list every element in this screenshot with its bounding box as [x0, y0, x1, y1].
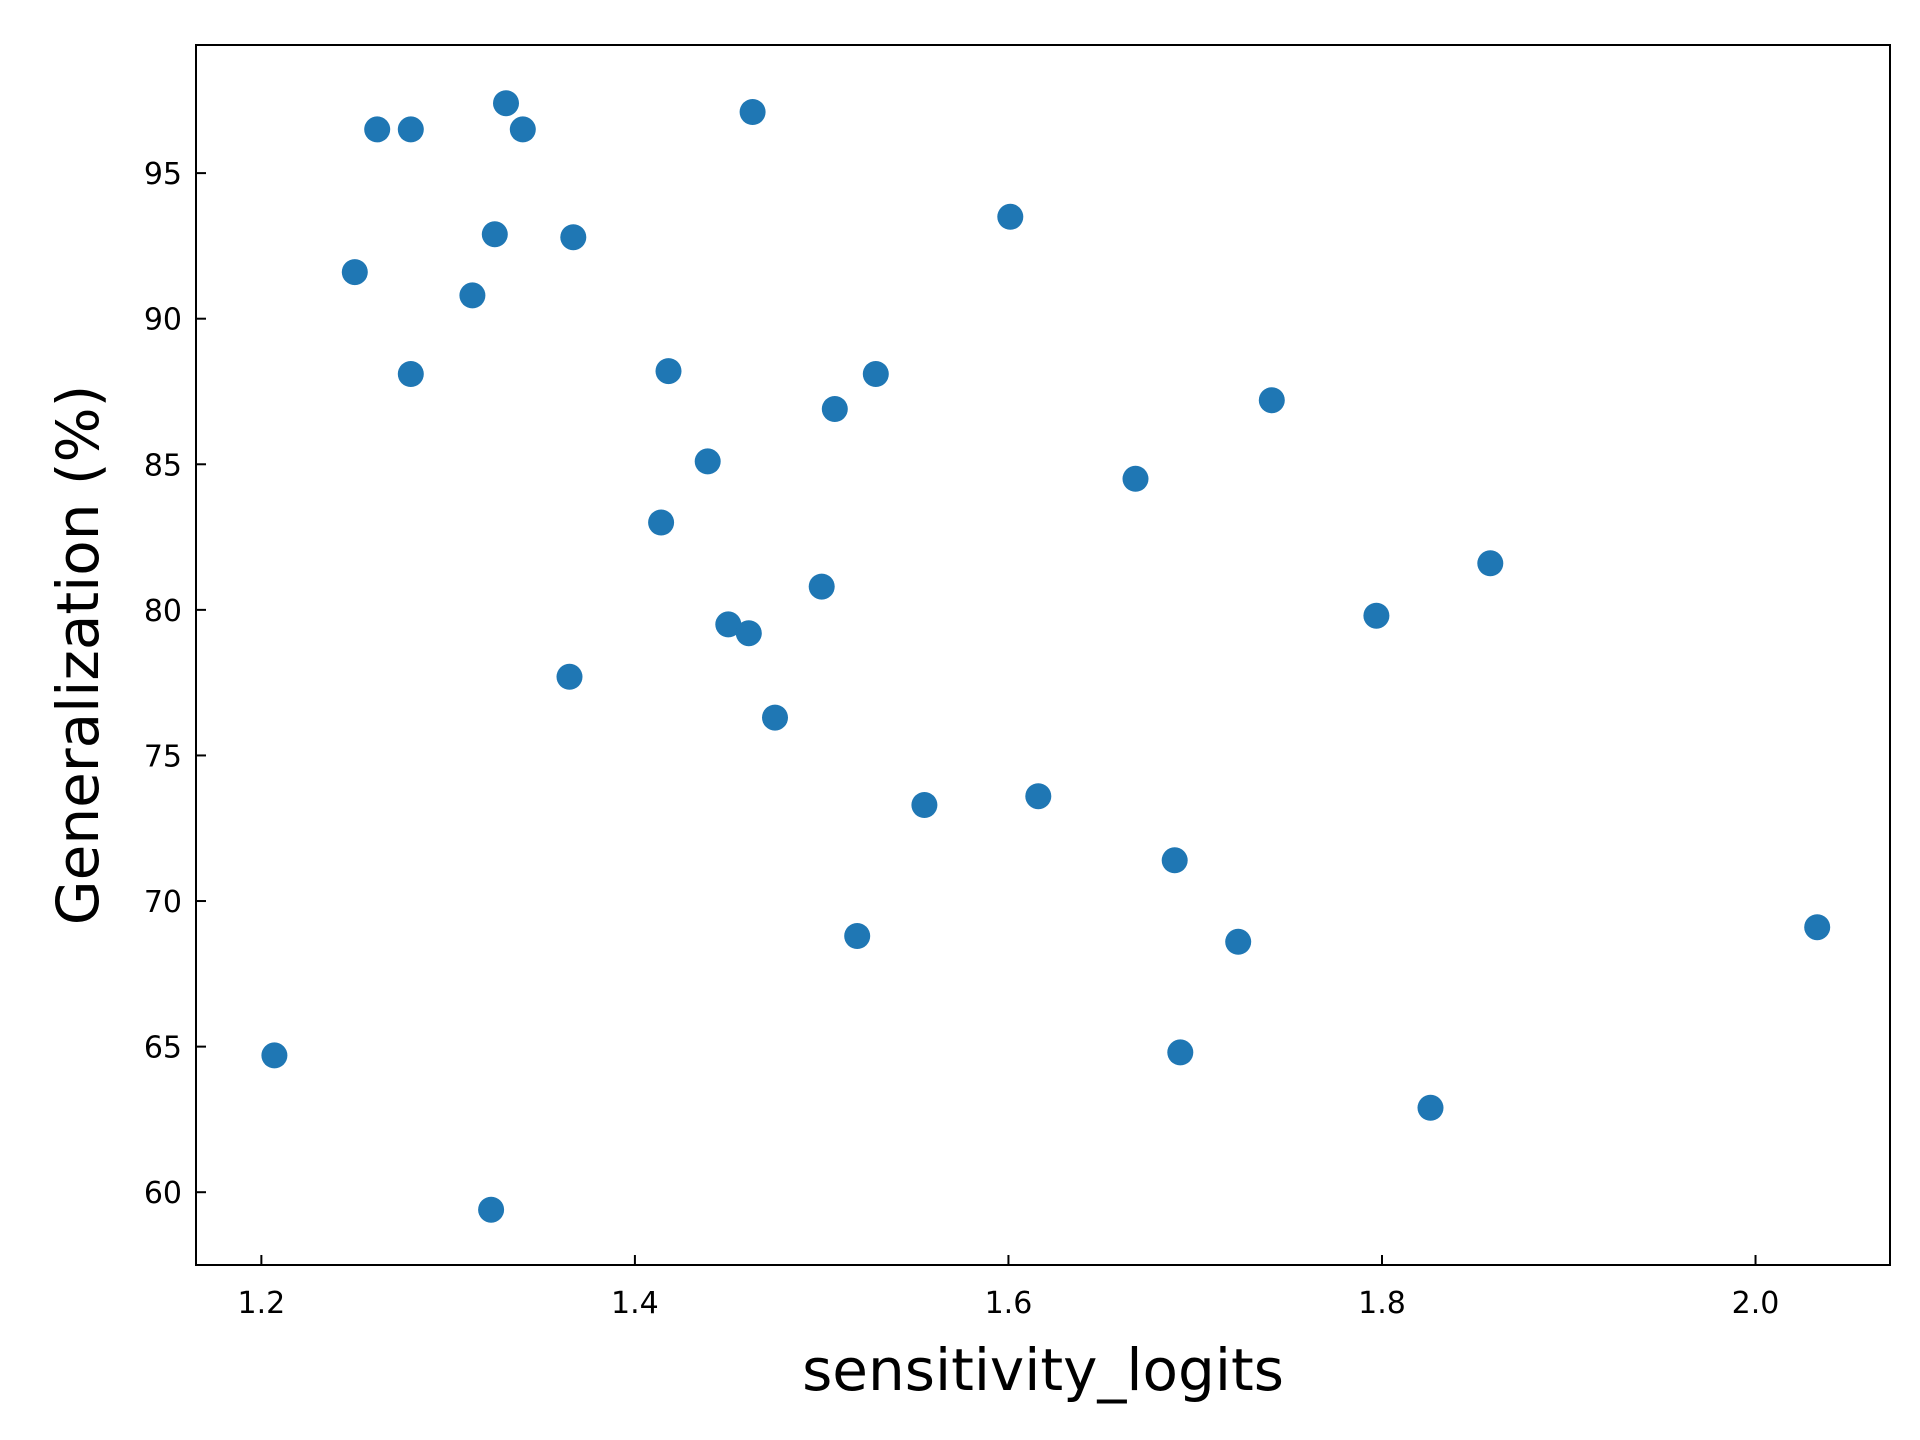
- x-tick-label: 1.2: [238, 1286, 286, 1321]
- scatter-point: [481, 221, 508, 248]
- scatter-point: [1025, 783, 1052, 810]
- scatter-point: [509, 116, 536, 143]
- x-axis-ticks: 1.2 1.4 1.6 1.8 2.0: [238, 1255, 1780, 1321]
- scatter-point: [459, 282, 486, 309]
- scatter-point: [844, 923, 871, 949]
- scatter-point: [1363, 602, 1390, 629]
- scatter-point: [493, 90, 519, 117]
- y-tick-label: 60: [144, 1176, 182, 1211]
- scatter-point: [1417, 1094, 1444, 1121]
- x-axis-title: sensitivity_logits: [802, 1336, 1284, 1404]
- scatter-point: [364, 116, 391, 143]
- x-tick-label: 1.6: [985, 1286, 1033, 1321]
- scatter-point: [655, 358, 682, 385]
- scatter-point: [261, 1042, 288, 1069]
- scatter-point: [556, 663, 583, 690]
- x-tick-label: 2.0: [1732, 1286, 1780, 1321]
- y-tick-label: 65: [144, 1031, 182, 1066]
- scatter-point: [397, 116, 424, 143]
- scatter-point: [648, 509, 675, 536]
- scatter-point: [694, 448, 721, 475]
- y-tick-label: 70: [144, 885, 182, 920]
- scatter-point: [862, 361, 889, 387]
- scatter-point: [478, 1196, 505, 1223]
- x-tick-label: 1.4: [611, 1286, 659, 1321]
- scatter-point: [911, 792, 938, 818]
- y-axis-title: Generalization (%): [44, 385, 112, 926]
- scatter-point: [715, 611, 742, 638]
- scatter-point: [762, 704, 788, 731]
- y-tick-label: 75: [144, 739, 182, 774]
- scatter-point: [560, 224, 587, 251]
- y-axis-ticks: 60 65 70 75 80 85 90 95: [144, 157, 206, 1211]
- y-tick-label: 80: [144, 594, 182, 629]
- scatter-point: [1161, 847, 1188, 874]
- scatter-points: [261, 90, 1831, 1223]
- scatter-point: [1477, 550, 1504, 577]
- scatter-point: [739, 99, 766, 125]
- scatter-point: [1225, 928, 1252, 955]
- scatter-point: [735, 620, 762, 647]
- scatter-point: [821, 396, 848, 422]
- y-tick-label: 90: [144, 303, 182, 338]
- scatter-point: [1122, 465, 1149, 492]
- scatter-point: [1804, 914, 1831, 941]
- scatter-point: [808, 573, 835, 600]
- x-tick-label: 1.8: [1358, 1286, 1406, 1321]
- scatter-point: [1258, 387, 1285, 414]
- plot-frame: [195, 44, 1891, 1266]
- scatter-point: [1167, 1039, 1194, 1066]
- y-tick-label: 95: [144, 157, 182, 192]
- scatter-point: [997, 203, 1024, 230]
- scatter-point: [397, 361, 424, 387]
- y-tick-label: 85: [144, 448, 182, 483]
- scatter-point: [341, 259, 368, 286]
